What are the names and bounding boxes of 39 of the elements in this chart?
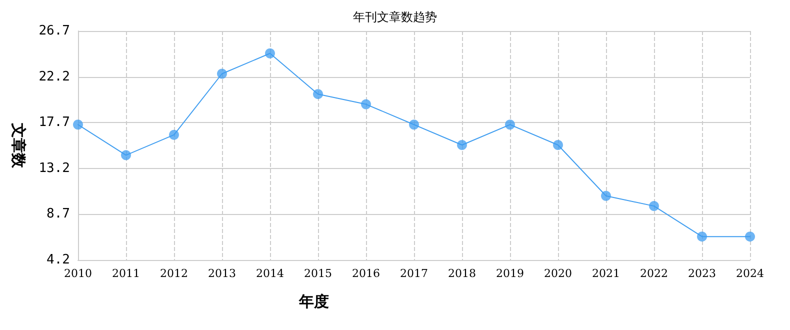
point <box>601 190 611 201</box>
x-tick-label: 2023 <box>688 267 716 280</box>
y-tick-label: 17.7 <box>38 115 70 130</box>
x-tick-label: 2020 <box>544 267 572 280</box>
point <box>649 201 659 212</box>
x-tick-label: 2013 <box>208 267 236 280</box>
y-tick-label: 26.7 <box>38 24 70 38</box>
point <box>265 48 275 58</box>
x-tick-label: 2018 <box>448 267 476 280</box>
x-tick-label: 2021 <box>592 267 620 280</box>
x-tick-label: 2024 <box>736 267 764 280</box>
y-axis-title: 文章数 <box>10 122 28 169</box>
point <box>361 99 371 110</box>
point <box>505 120 515 130</box>
y-tick-label: 4.2 <box>46 252 70 268</box>
point <box>553 140 563 150</box>
point <box>313 89 323 100</box>
point <box>217 68 227 79</box>
point <box>409 120 419 130</box>
y-tick-label: 13.2 <box>38 160 70 176</box>
point <box>73 120 83 130</box>
x-tick-label: 2015 <box>304 267 332 280</box>
x-tick-label: 2011 <box>112 267 140 280</box>
x-tick-label: 2012 <box>160 267 188 280</box>
x-tick-label: 2010 <box>64 267 92 280</box>
point <box>697 232 707 242</box>
x-tick-label: 2022 <box>640 267 668 280</box>
chart-title: 年刊文章数趋势 <box>353 10 437 24</box>
x-tick-label: 2019 <box>496 267 524 280</box>
y-tick-label: 22.2 <box>38 69 70 84</box>
x-tick-label: 2017 <box>400 267 428 280</box>
point <box>169 130 179 140</box>
x-axis-title: 年度 <box>298 292 329 310</box>
x-tick-label: 2016 <box>352 267 380 280</box>
x-tick-label: 2014 <box>256 267 284 280</box>
point <box>745 232 755 242</box>
point <box>121 150 131 160</box>
point <box>457 140 467 150</box>
y-tick-label: 8.7 <box>46 206 70 222</box>
